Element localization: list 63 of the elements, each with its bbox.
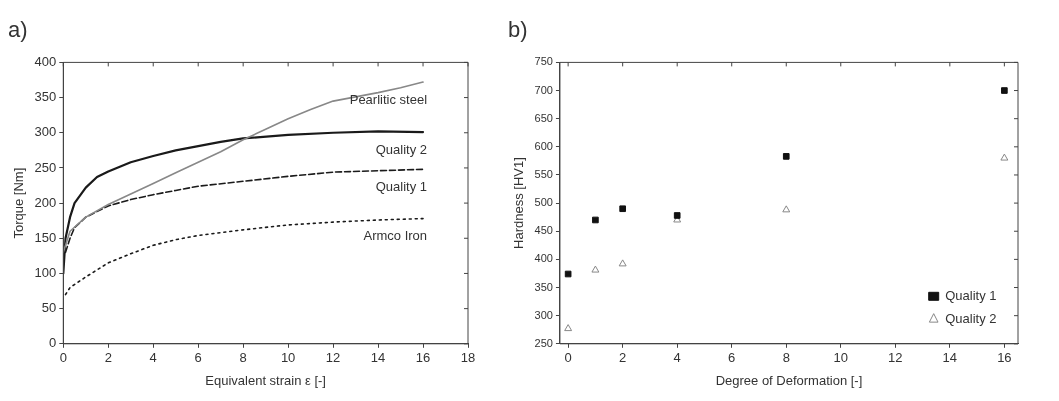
x-tick-label: 10: [833, 350, 849, 366]
y-axis-title: Hardness [HV1]: [511, 157, 527, 249]
x-axis-title: Equivalent strain ε [-]: [205, 372, 326, 388]
y-tick-label: 50: [41, 300, 57, 316]
y-tick-label: 100: [34, 265, 57, 281]
legend-label: Quality 2: [945, 310, 997, 326]
x-tick-label: 10: [280, 350, 296, 366]
point: [673, 212, 681, 219]
point: [618, 259, 627, 267]
x-tick-label: 16: [415, 350, 431, 366]
x-tick-label: 18: [460, 350, 476, 366]
x-tick-label: 6: [728, 350, 736, 366]
chart-title: b): [508, 17, 528, 43]
y-tick-label: 750: [534, 55, 553, 68]
x-tick-label: 6: [194, 350, 202, 366]
series-label: Armco Iron: [363, 228, 428, 244]
y-tick-label: 350: [34, 89, 57, 105]
y-tick-label: 0: [49, 335, 57, 351]
x-tick-label: 14: [942, 350, 958, 366]
y-tick-label: 650: [534, 111, 553, 124]
x-tick-label: 4: [149, 350, 157, 366]
point: [1000, 153, 1009, 161]
x-tick-label: 8: [239, 350, 247, 366]
y-tick-label: 250: [534, 336, 553, 349]
x-tick-label: 12: [325, 350, 341, 366]
x-tick-label: 0: [59, 350, 67, 366]
y-tick-label: 500: [534, 196, 553, 209]
chart-title: a): [8, 17, 28, 43]
x-tick-label: 8: [782, 350, 790, 366]
x-tick-label: 14: [370, 350, 386, 366]
y-tick-label: 300: [534, 308, 553, 321]
y-tick-label: 400: [34, 53, 57, 69]
y-tick-label: 350: [534, 280, 553, 293]
y-tick-label: 250: [34, 159, 57, 175]
point: [619, 205, 626, 213]
y-tick-label: 300: [34, 124, 57, 140]
point: [1001, 87, 1008, 94]
y-tick-label: 450: [534, 224, 553, 237]
x-tick-label: 0: [564, 350, 572, 366]
point: [782, 205, 791, 213]
legend-label: Quality 1: [945, 287, 997, 303]
x-tick-label: 12: [888, 350, 903, 366]
y-tick-label: 600: [534, 139, 553, 152]
y-tick-label: 150: [34, 229, 57, 245]
series-label: Quality 2: [375, 141, 428, 157]
y-axis-title: Torque [Nm]: [11, 167, 27, 239]
point: [782, 153, 790, 160]
y-tick-label: 200: [34, 194, 57, 210]
point: [592, 216, 599, 224]
x-tick-label: 16: [997, 350, 1012, 366]
point: [564, 324, 573, 332]
series-label: Pearlitic steel: [349, 91, 428, 107]
x-axis-title: Degree of Deformation [-]: [715, 372, 863, 388]
series-label: Quality 1: [375, 178, 428, 194]
x-tick-label: 4: [673, 350, 681, 366]
y-tick-label: 700: [534, 83, 553, 96]
line-series: [64, 217, 424, 296]
point: [591, 265, 600, 273]
x-tick-label: 2: [619, 350, 627, 366]
y-tick-label: 400: [534, 252, 553, 265]
y-tick-label: 550: [534, 167, 553, 180]
point: [564, 270, 572, 278]
x-tick-label: 2: [104, 350, 112, 366]
